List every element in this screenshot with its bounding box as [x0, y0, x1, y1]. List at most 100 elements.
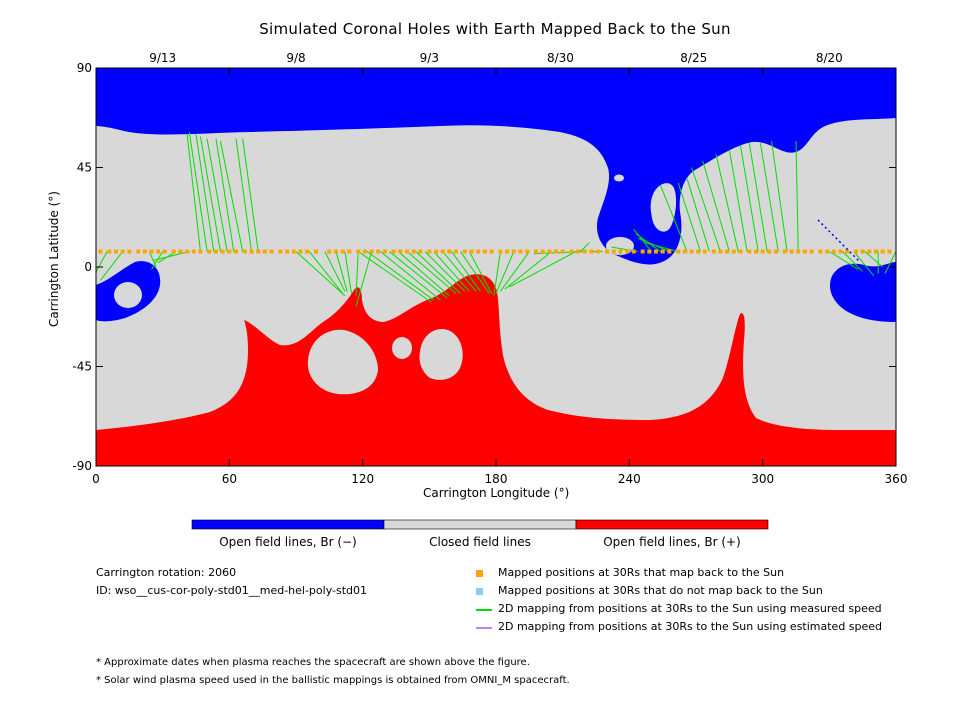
x-tick-label: 240: [618, 472, 641, 486]
mapped-points: [98, 249, 892, 254]
mapped-point: [618, 249, 623, 254]
mapped-point: [631, 249, 636, 254]
mapped-point: [278, 249, 283, 254]
mapped-point: [738, 249, 743, 254]
y-tick-label: 90: [77, 61, 92, 75]
mapping-line: [500, 251, 530, 292]
mapped-point: [689, 249, 694, 254]
mapping-line: [677, 182, 701, 252]
mapping-line: [151, 251, 164, 270]
mapped-point: [269, 249, 274, 254]
mapped-point: [838, 249, 843, 254]
mapped-point: [262, 249, 267, 254]
mapped-point: [171, 249, 176, 254]
colorbar-label-closed: Closed field lines: [429, 535, 531, 549]
mapped-point: [347, 249, 352, 254]
mapped-point: [525, 249, 530, 254]
mapping-line: [864, 251, 883, 268]
mapping-line: [308, 251, 344, 294]
top-date-label: 9/8: [286, 51, 305, 65]
mapped-point: [498, 249, 503, 254]
model-id: ID: wso__cus-cor-poly-std01__med-hel-pol…: [96, 584, 368, 597]
mapped-point: [334, 249, 338, 254]
mapping-line: [153, 251, 190, 261]
mapped-point: [291, 249, 296, 254]
mapped-point: [702, 249, 707, 254]
mapped-point: [831, 249, 836, 254]
mapped-point: [625, 249, 630, 254]
mapped-point: [747, 249, 752, 254]
mapped-point: [440, 249, 445, 254]
mapped-point: [447, 249, 452, 254]
mapped-point: [654, 249, 658, 254]
mapping-line: [324, 251, 346, 292]
mapping-line: [728, 149, 748, 252]
mapped-point: [874, 249, 878, 254]
chart-title: Simulated Coronal Holes with Earth Mappe…: [259, 20, 731, 38]
mapped-point: [867, 249, 872, 254]
mapped-point: [162, 249, 167, 254]
mapped-point: [136, 249, 141, 254]
mapped-point: [227, 249, 232, 254]
mapped-point: [696, 249, 701, 254]
mapped-point: [234, 249, 238, 254]
mapping-line: [771, 140, 788, 252]
closed-field-island: [307, 329, 378, 395]
mapped-point: [534, 249, 538, 254]
mapping-line: [380, 251, 441, 301]
closed-field-peninsula: [650, 183, 677, 232]
mapping-line: [295, 251, 346, 297]
mapping-line: [659, 185, 688, 252]
mapped-point: [774, 249, 778, 254]
mapping-line: [580, 242, 590, 252]
mapped-point: [382, 249, 387, 254]
mapped-point: [560, 249, 565, 254]
x-tick-label: 300: [751, 472, 774, 486]
mapped-point: [725, 249, 730, 254]
mapping-line: [509, 251, 577, 288]
footnote-speed: * Solar wind plasma speed used in the ba…: [96, 675, 570, 686]
mapped-point: [207, 249, 212, 254]
mapped-point: [469, 249, 474, 254]
mapped-point: [611, 249, 616, 254]
mapped-point: [667, 249, 672, 254]
mapped-point: [220, 249, 225, 254]
mapped-point: [640, 249, 645, 254]
mapped-point: [880, 249, 885, 254]
mapping-line: [335, 251, 348, 292]
top-date-label: 9/3: [420, 51, 439, 65]
mapped-point: [249, 249, 254, 254]
mapped-point: [411, 249, 416, 254]
mapping-line: [366, 251, 435, 301]
mapped-point: [356, 249, 361, 254]
x-axis-label: Carrington Longitude (°): [423, 486, 570, 500]
mapped-point: [682, 249, 687, 254]
east-negative-coronal-hole: [829, 262, 896, 322]
legend-swatch-purple-line: [476, 627, 492, 629]
x-tick-label: 120: [351, 472, 374, 486]
mapping-line: [433, 251, 470, 292]
mapped-point: [114, 249, 118, 254]
mapped-point: [214, 249, 218, 254]
south-positive-coronal-hole: [96, 274, 896, 466]
mapped-point: [796, 249, 801, 254]
mapped-point: [398, 249, 403, 254]
mapped-point: [518, 249, 523, 254]
mapping-line: [215, 138, 235, 252]
mapping-line: [186, 134, 201, 252]
mapped-point: [98, 249, 103, 254]
mapping-line: [829, 251, 859, 270]
mapped-point: [576, 249, 581, 254]
y-tick-label: 0: [84, 260, 92, 274]
mapped-point: [405, 249, 410, 254]
colorbar-segment-negative: [191, 519, 385, 530]
mapped-point: [789, 249, 794, 254]
mapped-point: [256, 249, 261, 254]
mapped-point: [754, 249, 758, 254]
mapped-point: [825, 249, 830, 254]
mapping-line: [691, 167, 721, 252]
mapped-point: [462, 249, 467, 254]
mapped-point: [191, 249, 196, 254]
mapping-line: [442, 251, 477, 292]
legend-label: 2D mapping from positions at 30Rs to the…: [498, 602, 882, 615]
